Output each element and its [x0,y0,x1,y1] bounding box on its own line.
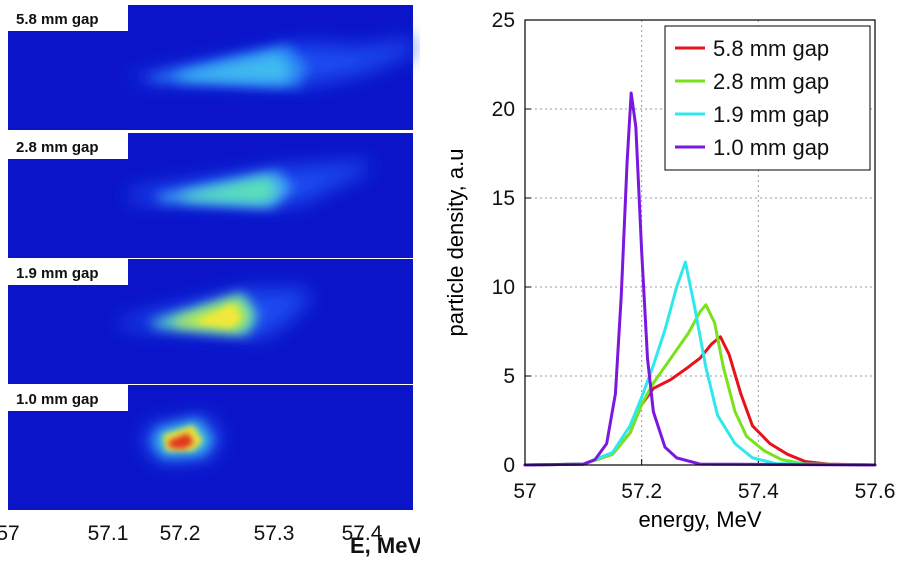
left-x-axis-label: E, MeV [350,533,420,558]
beam-image-label: 2.8 mm gap [8,133,128,159]
beam-image: 1.9 mm gap [8,259,413,384]
y-tick-label: 0 [503,454,515,477]
left-x-tick-label: 57 [0,522,20,545]
x-tick-label: 57.2 [621,480,662,503]
particle-density-chart: 57 57.2 57.4 57.6 0 5 10 15 20 25 energy, MeV par… [430,0,900,560]
series-line-4 [523,91,877,467]
beam-intensity-blob [168,433,194,449]
chart-tick-labels: 57 57.2 57.4 57.6 0 5 10 15 20 25 [492,9,896,503]
beam-image-label-text: 1.9 mm gap [16,265,99,282]
beam-intensity-blob [198,305,240,327]
beam-image: 5.8 mm gap [8,5,413,130]
chart-legend: 5.8 mm gap 2.8 mm gap 1.9 mm gap 1.0 mm gap [664,25,871,171]
y-tick-label: 15 [492,187,515,210]
chart-series-lines [523,91,877,467]
left-x-tick-label: 57.1 [88,522,129,545]
beam-intensity-blob [178,53,293,83]
left-x-axis: 57 57.1 57.2 57.3 57.4E, MeV [0,522,422,558]
beam-intensity-blob [183,177,278,203]
series-line-3 [523,260,877,467]
x-tick-label: 57.6 [855,480,896,503]
beam-image-label: 1.0 mm gap [8,385,128,411]
beam-image-label: 5.8 mm gap [8,5,128,31]
beam-image-label-text: 2.8 mm gap [16,139,99,156]
legend-entry-label: 5.8 mm gap [713,36,829,61]
series-line-1 [523,335,877,467]
series-line-2 [523,303,877,467]
beam-image: 1.0 mm gap [8,385,413,510]
y-tick-label: 10 [492,276,515,299]
plot-frame [524,19,876,466]
beam-image-label-text: 1.0 mm gap [16,391,99,408]
chart-svg: 57 57.2 57.4 57.6 0 5 10 15 20 25 energy, MeV par… [443,9,896,532]
legend-entry-label: 1.0 mm gap [713,135,829,160]
beam-image: 2.8 mm gap [8,133,413,258]
left-x-tick-label: 57.3 [254,522,295,545]
y-tick-label: 20 [492,98,515,121]
beam-images-panel: 5.8 mm gap 2.8 mm gap 1.9 mm gap 1.0 mm gap… [0,0,422,560]
legend-entry-label: 2.8 mm gap [713,69,829,94]
beam-image-label: 1.9 mm gap [8,259,128,285]
y-axis-label: particle density, a.u [443,149,468,337]
x-axis-label: energy, MeV [638,507,761,532]
beam-image-label-text: 5.8 mm gap [16,11,99,28]
x-tick-label: 57.4 [738,480,779,503]
beam-images-svg: 5.8 mm gap 2.8 mm gap 1.9 mm gap 1.0 mm gap… [0,5,422,558]
x-tick-label: 57 [513,480,536,503]
legend-entry-label: 1.9 mm gap [713,102,829,127]
beam-image-stack: 5.8 mm gap 2.8 mm gap 1.9 mm gap 1.0 mm gap [8,5,413,510]
left-x-tick-label: 57.4 [342,522,383,545]
y-tick-label: 25 [492,9,515,32]
y-tick-label: 5 [503,365,515,388]
left-x-tick-label: 57.2 [160,522,201,545]
